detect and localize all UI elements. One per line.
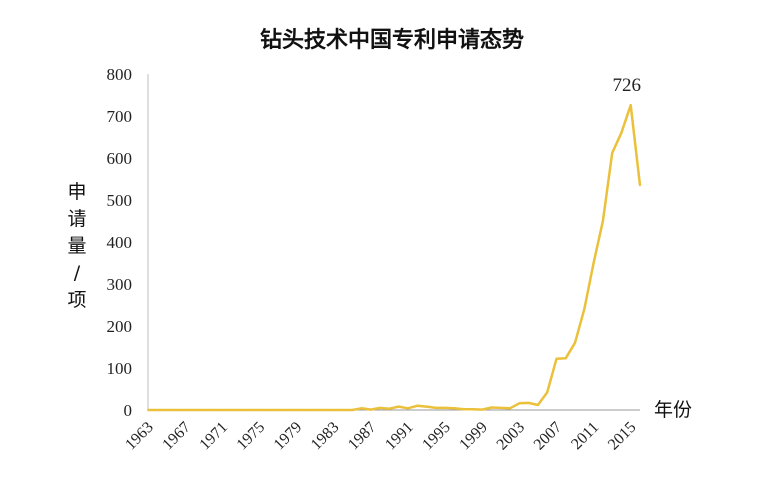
y-axis-label-char: 项 bbox=[67, 289, 86, 311]
data-point bbox=[212, 409, 214, 411]
y-axis-label-char: 量 bbox=[67, 235, 86, 257]
data-point bbox=[323, 409, 326, 411]
y-tick-label: 200 bbox=[107, 317, 133, 336]
data-point bbox=[221, 409, 224, 411]
y-tick-label: 500 bbox=[107, 191, 133, 210]
x-tick-label: 2015 bbox=[605, 419, 640, 454]
x-tick-label: 2011 bbox=[568, 419, 602, 453]
x-axis-label: 年份 bbox=[654, 399, 692, 421]
data-point bbox=[193, 409, 196, 411]
data-point bbox=[490, 406, 493, 409]
y-tick-label: 300 bbox=[107, 275, 133, 294]
y-axis-label: 申请量 / 项 bbox=[67, 181, 86, 311]
data-point bbox=[388, 407, 391, 410]
data-point bbox=[174, 409, 177, 411]
y-tick-label: 100 bbox=[107, 359, 133, 378]
data-point bbox=[406, 407, 409, 410]
data-point bbox=[184, 409, 187, 411]
x-tick-label: 1979 bbox=[271, 419, 306, 454]
x-tick-label: 1971 bbox=[196, 419, 231, 454]
x-tick-label: 1983 bbox=[308, 419, 343, 454]
annotation-group: 726 bbox=[612, 75, 641, 96]
data-point bbox=[332, 409, 335, 411]
data-point bbox=[481, 408, 484, 411]
x-tick-label: 1987 bbox=[345, 419, 380, 454]
x-tick-label: 2007 bbox=[531, 419, 566, 454]
data-point bbox=[416, 404, 419, 407]
data-point bbox=[230, 409, 233, 411]
data-point bbox=[546, 391, 549, 394]
data-point bbox=[583, 308, 586, 311]
data-point bbox=[360, 407, 363, 410]
data-point bbox=[444, 406, 447, 409]
data-point bbox=[304, 409, 307, 411]
data-point bbox=[509, 407, 511, 410]
y-axis-label-char: 申 bbox=[67, 181, 86, 203]
data-point bbox=[536, 404, 539, 406]
data-point bbox=[592, 262, 595, 264]
data-point bbox=[639, 184, 641, 187]
data-point bbox=[462, 408, 465, 411]
data-point bbox=[471, 408, 474, 411]
x-tick-label: 2003 bbox=[494, 419, 529, 454]
data-point bbox=[555, 357, 558, 360]
data-point bbox=[611, 152, 614, 154]
data-point bbox=[564, 357, 567, 360]
y-tick-label: 800 bbox=[107, 65, 133, 84]
data-point bbox=[249, 409, 252, 411]
data-point bbox=[629, 104, 632, 107]
data-point bbox=[499, 406, 502, 409]
x-tick-labels: 1963 1967 1971 1975 1979 1983 1987 1991 1995 1999… bbox=[122, 419, 639, 454]
data-point bbox=[286, 409, 289, 411]
series-group bbox=[147, 103, 642, 412]
data-point bbox=[620, 131, 623, 134]
data-point bbox=[397, 405, 400, 408]
y-tick-labels: 0 100 200 300 400 500 600 700 800 bbox=[107, 65, 133, 420]
data-point bbox=[165, 409, 168, 411]
data-point bbox=[147, 409, 149, 411]
y-tick-label: 0 bbox=[124, 401, 133, 420]
data-point bbox=[341, 409, 344, 411]
x-tick-label: 1999 bbox=[456, 419, 491, 454]
data-point bbox=[314, 409, 317, 411]
data-point bbox=[156, 409, 159, 411]
data-point bbox=[267, 409, 270, 411]
chart-title: 钻头技术中国专利申请态势 bbox=[260, 27, 524, 53]
y-tick-label: 600 bbox=[107, 149, 133, 168]
series-line bbox=[148, 103, 642, 412]
data-point bbox=[277, 409, 279, 411]
data-point bbox=[369, 408, 372, 411]
x-tick-label: 1963 bbox=[122, 419, 157, 454]
data-point bbox=[574, 341, 576, 344]
peak-value-label: 726 bbox=[612, 75, 641, 96]
data-point bbox=[239, 409, 242, 411]
data-point bbox=[425, 405, 428, 408]
data-point bbox=[453, 407, 456, 410]
y-axis-label-char: 请 bbox=[67, 208, 86, 230]
x-tick-label: 1967 bbox=[159, 419, 194, 454]
y-tick-label: 400 bbox=[107, 233, 133, 252]
data-point bbox=[295, 409, 298, 411]
x-tick-label: 1995 bbox=[419, 419, 454, 454]
data-point bbox=[351, 409, 354, 411]
data-point bbox=[258, 409, 261, 411]
x-tick-label: 1975 bbox=[234, 419, 269, 454]
data-point bbox=[379, 406, 382, 409]
data-point bbox=[601, 220, 604, 222]
x-tick-label: 1991 bbox=[382, 419, 417, 454]
y-tick-label: 700 bbox=[107, 107, 133, 126]
data-point bbox=[202, 409, 205, 411]
data-point bbox=[527, 401, 530, 404]
data-point bbox=[434, 406, 437, 409]
y-axis-label-char: / bbox=[74, 262, 81, 284]
data-point bbox=[518, 402, 521, 405]
